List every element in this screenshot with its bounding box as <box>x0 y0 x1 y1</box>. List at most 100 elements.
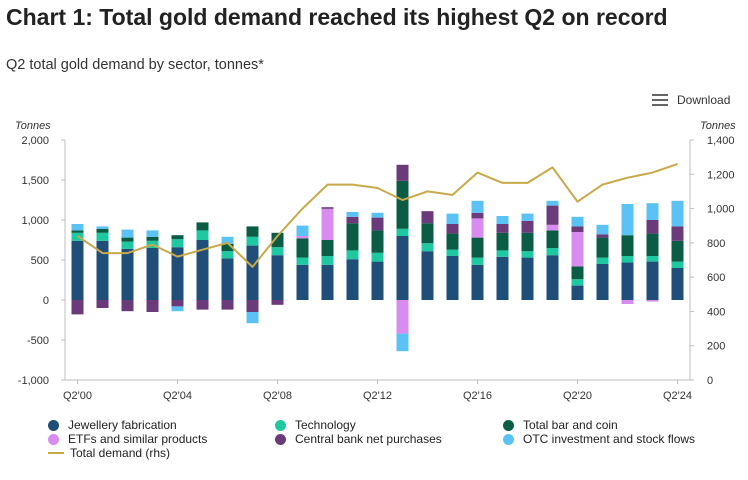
bar-central-bank-net-purchases <box>321 207 334 209</box>
x-tick-label: Q2'20 <box>563 390 592 402</box>
left-tick-label: 0 <box>43 295 49 307</box>
bar-jewellery-fabrication <box>646 261 659 300</box>
right-axis-unit: Tonnes <box>700 120 736 132</box>
bar-jewellery-fabrication <box>396 236 409 300</box>
bar-central-bank-net-purchases <box>571 226 584 232</box>
bar-total-bar-and-coin <box>96 228 109 233</box>
legend-item[interactable]: Jewellery fabrication <box>48 418 177 432</box>
bar-total-bar-and-coin <box>246 226 259 237</box>
bar-jewellery-fabrication <box>96 240 109 300</box>
bar-total-bar-and-coin <box>346 223 359 251</box>
bar-total-bar-and-coin <box>546 230 559 248</box>
bar-technology <box>221 251 234 259</box>
legend-swatch <box>275 433 286 445</box>
bar-jewellery-fabrication <box>546 255 559 300</box>
bar-otc-investment-and-stock-flows <box>446 213 459 224</box>
download-label: Download <box>677 93 731 107</box>
legend-item[interactable]: Total bar and coin <box>503 418 618 432</box>
bar-technology <box>571 279 584 286</box>
bar-central-bank-net-purchases <box>646 220 659 234</box>
bar-technology <box>446 249 459 256</box>
bar-jewellery-fabrication <box>521 257 534 300</box>
bar-total-bar-and-coin <box>296 238 309 258</box>
download-button[interactable]: Download <box>652 93 730 107</box>
legend-label: Total demand (rhs) <box>70 446 171 460</box>
legend-item[interactable]: OTC investment and stock flows <box>503 432 695 446</box>
bar-central-bank-net-purchases <box>121 300 134 312</box>
bar-technology <box>296 257 309 265</box>
legend-line-swatch <box>48 452 64 454</box>
bar-central-bank-net-purchases <box>246 300 259 312</box>
bar-technology <box>246 236 259 246</box>
bar-otc-investment-and-stock-flows <box>471 200 484 213</box>
bar-otc-investment-and-stock-flows <box>671 200 684 227</box>
bar-otc-investment-and-stock-flows <box>371 212 384 218</box>
bar-central-bank-net-purchases <box>471 212 484 219</box>
bar-otc-investment-and-stock-flows <box>546 200 559 206</box>
left-tick-label: -1,000 <box>18 375 49 387</box>
left-tick-label: 500 <box>31 255 49 267</box>
legend-label: ETFs and similar products <box>68 432 208 446</box>
bar-total-bar-and-coin <box>671 240 684 262</box>
bar-technology <box>371 252 384 262</box>
bar-etfs-and-similar-products <box>546 224 559 231</box>
x-tick-label: Q2'16 <box>463 390 492 402</box>
bar-otc-investment-and-stock-flows <box>296 225 309 236</box>
bar-jewellery-fabrication <box>446 256 459 300</box>
bar-technology <box>646 256 659 262</box>
left-tick-label: -500 <box>27 335 49 347</box>
bar-total-bar-and-coin <box>71 230 84 233</box>
bar-otc-investment-and-stock-flows <box>521 213 534 221</box>
bar-central-bank-net-purchases <box>196 300 209 310</box>
bar-total-bar-and-coin <box>146 236 159 241</box>
bar-technology <box>196 230 209 240</box>
bar-technology <box>471 257 484 265</box>
legend-label: Jewellery fabrication <box>68 418 177 432</box>
bar-technology <box>421 243 434 252</box>
bar-technology <box>671 261 684 268</box>
bar-central-bank-net-purchases <box>446 224 459 234</box>
legend-item[interactable]: ETFs and similar products <box>48 432 207 446</box>
bar-total-bar-and-coin <box>571 266 584 280</box>
bar-central-bank-net-purchases <box>371 217 384 231</box>
bar-jewellery-fabrication <box>371 261 384 300</box>
left-tick-label: 1,500 <box>21 175 49 187</box>
legend-swatch <box>48 433 59 445</box>
bar-central-bank-net-purchases <box>546 205 559 225</box>
bar-central-bank-net-purchases <box>596 234 609 238</box>
legend-item[interactable]: Central bank net purchases <box>275 432 442 446</box>
x-tick-label: Q2'24 <box>663 390 692 402</box>
legend-item[interactable]: Total demand (rhs) <box>48 446 170 460</box>
bar-etfs-and-similar-products <box>396 300 409 334</box>
bar-total-bar-and-coin <box>471 237 484 258</box>
bar-jewellery-fabrication <box>346 259 359 300</box>
right-tick-label: 1,000 <box>707 204 735 216</box>
chart-subtitle: Q2 total gold demand by sector, tonnes* <box>6 57 264 73</box>
bar-total-bar-and-coin <box>521 232 534 252</box>
bar-technology <box>96 232 109 241</box>
bar-jewellery-fabrication <box>421 251 434 300</box>
hamburger-menu-icon[interactable] <box>652 94 668 106</box>
bar-otc-investment-and-stock-flows <box>621 204 634 236</box>
chart-line <box>76 163 678 268</box>
legend-swatch <box>503 419 514 431</box>
left-tick-label: 2,000 <box>21 135 49 147</box>
bar-central-bank-net-purchases <box>146 300 159 312</box>
bar-total-bar-and-coin <box>621 235 634 256</box>
bar-jewellery-fabrication <box>71 240 84 300</box>
bar-otc-investment-and-stock-flows <box>396 333 409 352</box>
bar-technology <box>521 251 534 258</box>
bar-total-bar-and-coin <box>646 233 659 256</box>
legend-swatch <box>275 419 286 431</box>
legend-item[interactable]: Technology <box>275 418 356 432</box>
bar-central-bank-net-purchases <box>671 226 684 241</box>
bar-technology <box>321 256 334 265</box>
right-tick-label: 600 <box>707 272 725 284</box>
bar-total-bar-and-coin <box>321 240 334 256</box>
left-tick-label: 1,000 <box>21 215 49 227</box>
right-tick-label: 1,400 <box>707 135 735 147</box>
bar-etfs-and-similar-products <box>646 300 659 302</box>
x-tick-label: Q2'08 <box>263 390 292 402</box>
bar-technology <box>171 239 184 248</box>
